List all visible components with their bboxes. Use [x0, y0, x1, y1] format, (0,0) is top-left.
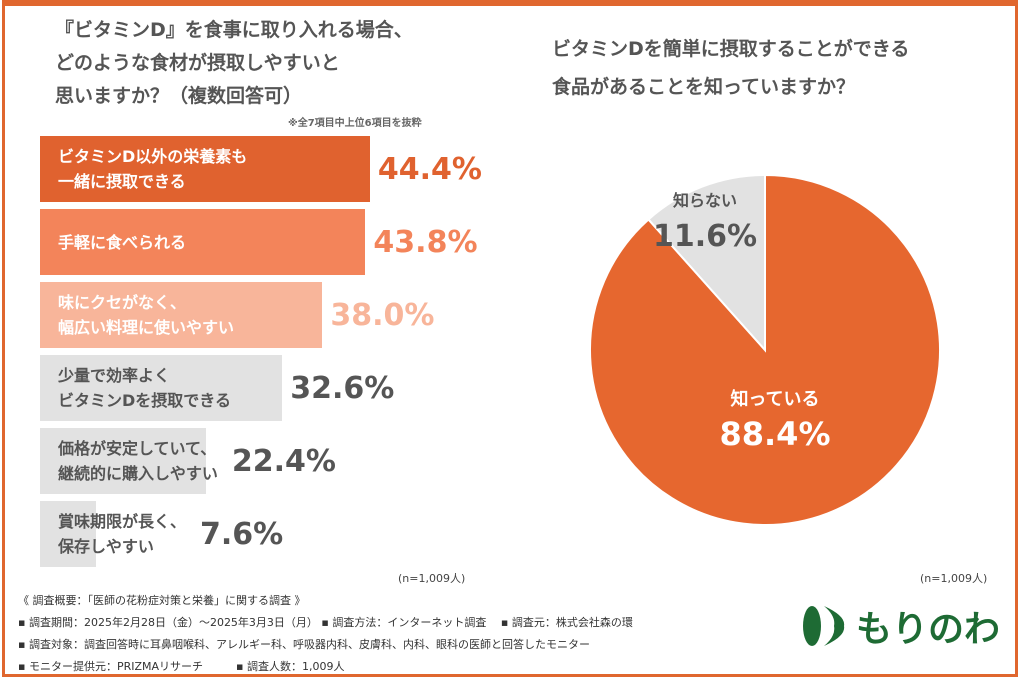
bar	[40, 355, 283, 421]
pie-sample-size: (n=1,009人)	[920, 572, 988, 585]
bar-label: 味にクセがなく、 幅広い料理に使いやすい	[58, 293, 235, 337]
bar	[40, 209, 366, 275]
logo: もりのわ	[800, 600, 1000, 652]
bar-chart-title: 『ビタミンD』を食事に取り入れる場合、 どのような食材が摂取しやすいと 思います…	[55, 14, 475, 113]
title-line: どのような食材が摂取しやすいと	[55, 52, 340, 74]
pie-slice-label: 知らない	[673, 191, 737, 210]
bar-label: ビタミンD以外の栄養素も 一緒に摂取できる	[58, 147, 248, 191]
leaf-logo-icon	[803, 606, 845, 646]
pie-value-label: 88.4%	[719, 415, 830, 453]
pie-slice-label: 知っている	[730, 388, 819, 410]
bar	[40, 428, 207, 494]
bar-label: 手軽に食べられる	[58, 232, 187, 252]
bar-sample-size: (n=1,009人)	[398, 572, 466, 585]
footer-line: ▪ 調査対象：調査回答時に耳鼻咽喉科、アレルギー科、呼吸器内科、皮膚科、内科、眼…	[18, 638, 590, 651]
pie-value-label: 11.6%	[653, 219, 757, 254]
logo-text: もりのわ	[856, 609, 1001, 650]
bar	[40, 282, 323, 348]
pie-slice	[647, 173, 766, 353]
footer-line: 《 調査概要：「医師の花粉症対策と栄養」に関する調査 》	[18, 594, 306, 607]
bar-label: 少量で効率よく ビタミンDを摂取できる	[58, 366, 231, 410]
bar-value-label: 32.6%	[290, 370, 395, 406]
title-line: 『ビタミンD』を食事に取り入れる場合、	[55, 19, 413, 41]
bar-value-label: 7.6%	[200, 516, 284, 552]
bar-value-label: 22.4%	[231, 443, 336, 479]
footer-line: ▪ 調査期間：2025年2月28日（金）～2025年3月3日（月） ▪ 調査方法…	[18, 616, 633, 629]
bar-value-label: 44.4%	[377, 151, 482, 187]
title-line: 食品があることを知っていますか？	[552, 76, 856, 98]
bar-label: 賞味期限が長く、 保存しやすい	[58, 512, 187, 556]
footer-line: ▪ モニター提供元：PRIZMAリサーチ ▪ 調査人数：1,009人	[18, 660, 345, 673]
bar	[40, 136, 370, 202]
pie-chart-title: ビタミンDを簡単に摂取することができる 食品があることを知っていますか？	[552, 30, 1012, 106]
bar	[40, 501, 97, 567]
title-line: 思いますか？（複数回答可）	[55, 85, 303, 107]
bar-value-label: 43.8%	[373, 224, 478, 260]
title-line: ビタミンDを簡単に摂取することができる	[552, 38, 910, 60]
bar-value-label: 38.0%	[330, 297, 435, 333]
note: ※全7項目中上位6項目を抜粋	[288, 118, 422, 129]
bar-label: 価格が安定していて、 継続的に購入しやすい	[58, 439, 218, 483]
